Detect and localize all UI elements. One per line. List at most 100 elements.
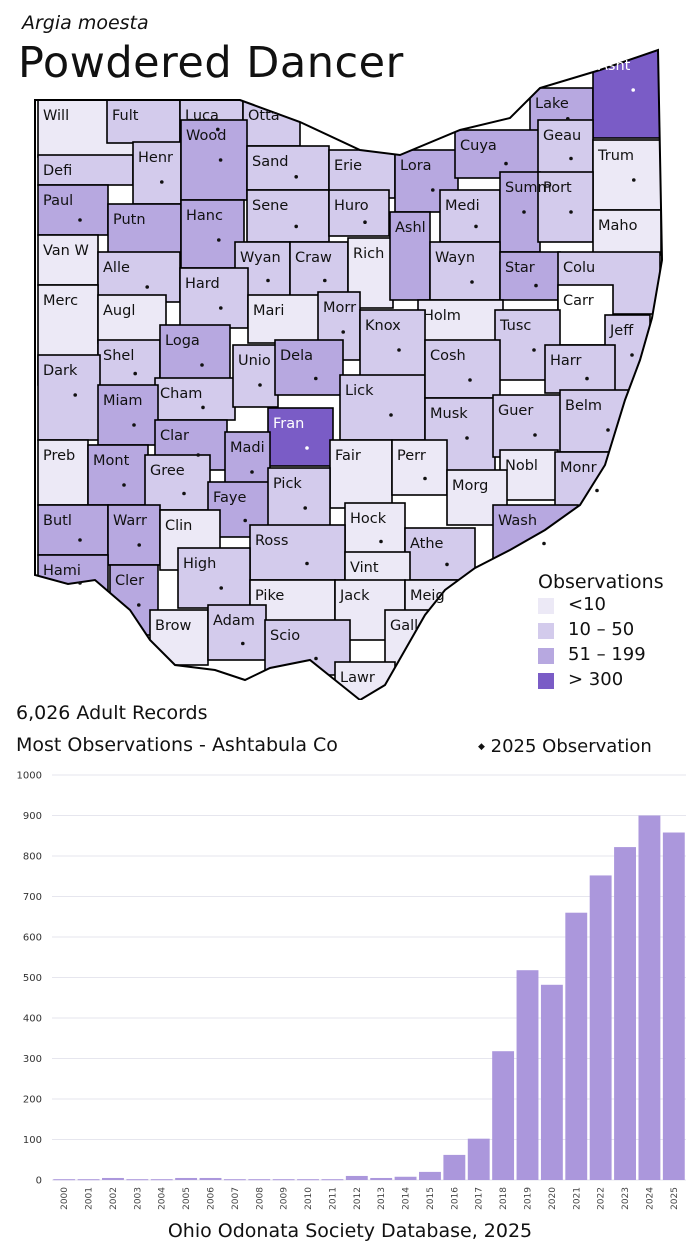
county-label: Wash (498, 513, 537, 529)
bar-2017 (467, 1138, 490, 1180)
x-tick-label: 2015 (426, 1187, 436, 1210)
legend-label: 51 – 199 (568, 644, 646, 665)
y-tick-label: 800 (23, 852, 42, 863)
county-label: Huro (334, 198, 369, 214)
county-label: High (183, 556, 216, 572)
observation-dot (78, 218, 82, 222)
county-label: Morg (452, 478, 488, 494)
x-tick-label: 2006 (207, 1187, 217, 1210)
x-tick-label: 2003 (133, 1187, 143, 1210)
county-label: Clar (160, 428, 189, 444)
county-ross (249, 524, 346, 581)
county-label: Trum (597, 148, 634, 164)
y-tick-label: 200 (23, 1095, 42, 1106)
x-tick-label: 2017 (475, 1187, 485, 1210)
county-label: Alle (103, 260, 130, 276)
observation-dot (78, 581, 82, 585)
county-hard (179, 267, 249, 329)
data-source: Ohio Odonata Society Database, 2025 (167, 1220, 533, 1242)
legend-swatch (538, 648, 554, 664)
legend-item: > 300 (538, 668, 664, 693)
x-tick-label: 2000 (60, 1187, 70, 1210)
county-label: Paul (43, 193, 73, 209)
county-label: Butl (43, 513, 72, 529)
county-defi (37, 154, 134, 186)
bar-2003 (126, 1179, 149, 1181)
county-label: Gall (390, 618, 418, 634)
county-cham (154, 377, 236, 421)
bar-2016 (443, 1154, 466, 1180)
county-label: Otta (248, 108, 280, 124)
county-harr (544, 344, 616, 394)
observation-dot (363, 220, 367, 224)
observation-dot-icon: ◆ (478, 742, 485, 752)
observation-dot (250, 470, 254, 474)
observation-dot (470, 280, 474, 284)
county-label: Jack (339, 588, 370, 604)
county-mont (87, 444, 149, 506)
observation-dot (241, 641, 245, 646)
observation-dot (133, 371, 137, 376)
county-label: Ross (255, 533, 288, 549)
county-paul (37, 184, 109, 236)
x-tick-label: 2013 (377, 1187, 387, 1210)
county-fair (329, 439, 393, 509)
ohio-county-map: Will Fult Luca Otta Lake Asht Defi Henr Wood Sand… (34, 48, 664, 700)
county-label: Mont (93, 453, 130, 469)
county-label: Craw (295, 250, 332, 266)
county-label: Faye (213, 490, 246, 506)
bar-2023 (614, 847, 636, 1180)
x-tick-label: 2001 (85, 1187, 95, 1210)
bar-2020 (540, 984, 563, 1180)
county-label: Harr (550, 353, 581, 369)
county-label: Cuya (460, 138, 497, 154)
observation-dot (200, 363, 204, 367)
x-tick-label: 2012 (353, 1187, 363, 1210)
common-name-title: Powdered Dancer (18, 38, 404, 88)
observation-dot (504, 161, 508, 166)
legend-label: <10 (568, 594, 606, 615)
county-fran (267, 407, 334, 467)
county-label: Putn (113, 212, 146, 228)
observation-dot (595, 488, 599, 493)
map-legend: Observations <10 10 – 50 51 – 199 > 300 (538, 571, 664, 693)
legend-item: <10 (538, 593, 664, 618)
county-shel (97, 339, 161, 389)
x-tick-label: 2008 (255, 1187, 265, 1210)
county-cuya (454, 129, 541, 179)
x-tick-label: 2014 (402, 1187, 412, 1210)
legend-label: > 300 (568, 669, 624, 690)
bar-2012 (345, 1175, 368, 1180)
county-medi (439, 189, 501, 243)
county-label: Cham (160, 386, 202, 402)
x-tick-label: 2023 (621, 1187, 631, 1210)
observation-dot (294, 224, 299, 229)
x-tick-label: 2009 (280, 1187, 290, 1210)
county-label: Augl (103, 303, 135, 319)
county-label: Rich (353, 246, 384, 262)
county-perr (391, 439, 448, 496)
county-label: Carr (563, 293, 594, 309)
county-label: Sand (252, 154, 288, 170)
county-label: Asht (598, 58, 631, 74)
county-label: Geau (543, 128, 581, 144)
county-ashl (389, 211, 431, 301)
bar-2005 (175, 1177, 198, 1180)
bar-2000 (53, 1179, 76, 1181)
county-label: Fair (335, 448, 361, 464)
bar-2004 (150, 1179, 173, 1181)
county-label: Adam (213, 613, 255, 629)
county-label: Monr (560, 460, 597, 476)
observation-dot (122, 483, 126, 487)
county-label: Meig (410, 588, 445, 604)
observation-dot (182, 491, 186, 496)
observation-dot (630, 353, 634, 357)
county-label: Preb (43, 448, 75, 464)
observation-dot (569, 210, 573, 214)
observation-dot (303, 506, 308, 510)
county-label: Henr (138, 150, 173, 166)
county-label: Hanc (186, 208, 223, 224)
county-huro (328, 189, 390, 237)
bar-2024 (638, 815, 661, 1180)
county-label: Belm (565, 398, 602, 414)
